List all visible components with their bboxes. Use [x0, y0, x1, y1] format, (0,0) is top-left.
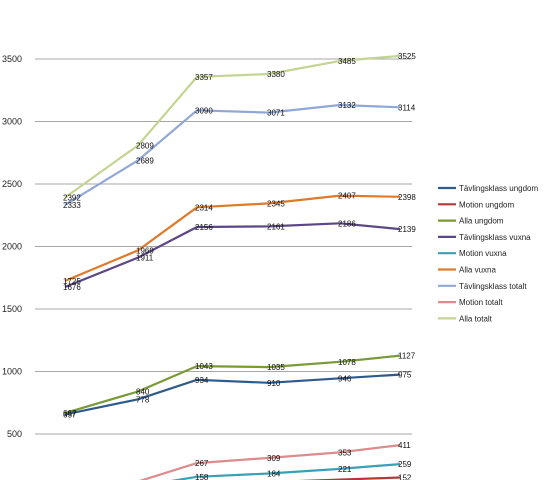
- data-label-8-0: 2392: [63, 194, 81, 203]
- data-label-3-1: 1911: [136, 254, 154, 263]
- data-label-0-3: 910: [267, 379, 281, 388]
- data-label-5-1: 1969: [136, 246, 154, 255]
- data-label-2-1: 840: [136, 388, 150, 397]
- data-labels: 657 778 934 910 946 975 152 667 840 1043 1035 1078 1…: [63, 52, 416, 480]
- series-line-0: [64, 373, 401, 416]
- data-label-8-1: 2809: [136, 141, 154, 150]
- data-label-6-1: 2689: [136, 156, 154, 165]
- data-label-4-5: 259: [398, 460, 412, 469]
- series-line-2: [64, 354, 401, 415]
- data-label-4-2: 158: [195, 473, 209, 480]
- data-label-6-4: 3132: [338, 101, 356, 110]
- data-label-0-1: 778: [136, 395, 150, 404]
- data-label-3-5: 2139: [398, 225, 416, 234]
- y-tick-label-3000: 3000: [2, 117, 22, 127]
- data-label-2-5: 1127: [398, 352, 416, 361]
- data-label-3-3: 2161: [267, 222, 285, 231]
- data-label-8-5: 3525: [398, 52, 416, 61]
- series-line-8: [64, 54, 401, 199]
- legend: Tävlingsklass ungdom Motion ungdom Alla un…: [438, 184, 538, 323]
- series-line-1: [297, 476, 401, 480]
- y-axis-tick-labels: 500 1000 1500 2000 2500 3000 3500: [2, 54, 22, 439]
- legend-entry-8: Alla totalt: [459, 314, 493, 323]
- data-label-5-4: 2407: [338, 192, 356, 201]
- data-label-7-2: 267: [195, 459, 209, 468]
- data-label-6-5: 3114: [398, 103, 416, 112]
- data-label-2-4: 1078: [338, 358, 356, 367]
- data-label-8-4: 3485: [338, 57, 356, 66]
- data-label-8-2: 3357: [195, 73, 213, 82]
- legend-entry-0: Tävlingsklass ungdom: [459, 184, 538, 193]
- legend-entry-6: Tävlingsklass totalt: [459, 282, 527, 291]
- legend-entry-2: Alla ungdom: [459, 217, 504, 226]
- data-label-5-3: 2345: [267, 199, 285, 208]
- data-label-0-4: 946: [338, 374, 352, 383]
- legend-entry-5: Alla vuxna: [459, 266, 496, 275]
- y-tick-label-3500: 3500: [2, 54, 22, 64]
- data-label-7-3: 309: [267, 454, 281, 463]
- data-label-6-3: 3071: [267, 109, 285, 118]
- legend-entry-3: Tävlingsklass vuxna: [459, 233, 531, 242]
- legend-entry-1: Motion ungdom: [459, 200, 514, 209]
- y-tick-label-2000: 2000: [2, 242, 22, 252]
- y-tick-label-1000: 1000: [2, 367, 22, 377]
- series-lines: [64, 54, 401, 480]
- data-label-2-0: 667: [63, 409, 77, 418]
- data-label-3-4: 2186: [338, 219, 356, 228]
- data-label-8-3: 3380: [267, 70, 285, 79]
- data-label-3-0: 1676: [63, 283, 81, 292]
- data-label-4-4: 221: [338, 465, 352, 474]
- data-label-6-2: 3090: [195, 106, 213, 115]
- data-label-2-3: 1035: [267, 363, 285, 372]
- legend-entry-4: Motion vuxna: [459, 249, 507, 258]
- series-line-6: [64, 103, 401, 206]
- data-label-3-2: 2156: [195, 223, 213, 232]
- y-tick-label-500: 500: [7, 429, 22, 439]
- series-line-5: [64, 194, 401, 282]
- data-label-7-4: 353: [338, 448, 352, 457]
- series-line-3: [64, 222, 401, 289]
- y-tick-label-2500: 2500: [2, 179, 22, 189]
- data-label-2-2: 1043: [195, 362, 213, 371]
- data-label-0-0: 657: [63, 410, 77, 419]
- data-label-5-0: 1725: [63, 277, 81, 286]
- data-label-5-5: 2398: [398, 193, 416, 202]
- data-label-0-5: 975: [398, 371, 412, 380]
- data-label-6-0: 2333: [63, 201, 81, 210]
- series-line-4: [170, 463, 401, 480]
- data-label-7-5: 411: [398, 441, 411, 450]
- legend-entry-7: Motion totalt: [459, 298, 503, 307]
- series-line-7: [139, 444, 401, 480]
- data-label-4-3: 184: [267, 470, 281, 479]
- y-tick-label-1500: 1500: [2, 304, 22, 314]
- data-label-1-5: 152: [398, 474, 412, 480]
- data-label-0-2: 934: [195, 376, 209, 385]
- data-label-5-2: 2314: [195, 203, 213, 212]
